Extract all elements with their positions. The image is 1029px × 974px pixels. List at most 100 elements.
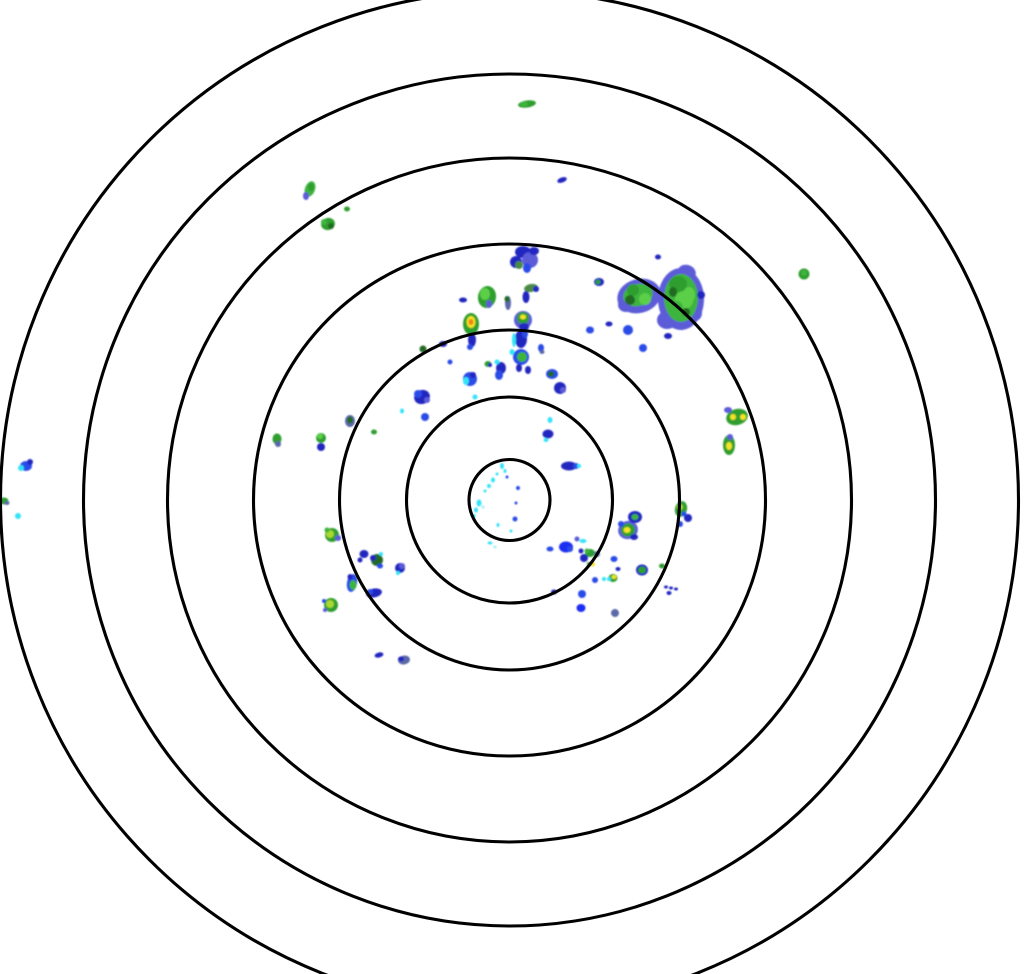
- radar-echo: [504, 296, 510, 302]
- radar-echo: [664, 585, 668, 589]
- radar-echo: [18, 465, 24, 471]
- radar-echo: [730, 414, 736, 420]
- radar-echo: [468, 333, 476, 347]
- radar-echo: [396, 571, 400, 575]
- radar-echo: [576, 604, 586, 612]
- radar-echo: [517, 352, 527, 362]
- radar-echo: [476, 499, 482, 507]
- radar-echo: [618, 521, 624, 527]
- radar-echo: [275, 441, 281, 447]
- radar-echo: [726, 408, 748, 426]
- radar-echo: [539, 350, 545, 354]
- radar-echo: [625, 295, 635, 305]
- radar-echo: [740, 414, 746, 420]
- radar-echo: [605, 321, 613, 327]
- radar-echo: [697, 291, 705, 299]
- radar-echo: [505, 475, 509, 479]
- radar-echo: [557, 177, 567, 183]
- radar-echo: [726, 442, 732, 450]
- radar-echo: [514, 501, 518, 505]
- radar-echo: [322, 599, 326, 603]
- radar-echo: [602, 577, 606, 581]
- radar-echo: [468, 319, 474, 325]
- radar-echo: [328, 223, 334, 229]
- radar-echo: [447, 359, 453, 365]
- radar-echo: [520, 101, 528, 107]
- radar-echo: [347, 574, 353, 580]
- radar-echo: [623, 527, 631, 533]
- range-ring: [467, 457, 552, 543]
- radar-echo: [459, 297, 467, 303]
- radar-echo: [399, 563, 405, 569]
- radar-echo: [494, 359, 500, 365]
- radar-echo: [584, 548, 590, 554]
- radar-echo: [546, 546, 554, 552]
- radar-echo: [543, 438, 549, 442]
- radar-echo: [344, 206, 350, 212]
- radar-echo: [664, 333, 672, 339]
- radar-echo: [317, 433, 323, 439]
- range-ring: [165, 156, 854, 844]
- radar-echo: [4, 501, 10, 505]
- radar-echo: [347, 416, 353, 424]
- radar-echo: [638, 566, 646, 574]
- radar-echo: [321, 219, 327, 225]
- radar-echo: [655, 254, 661, 260]
- radar-echo: [801, 270, 807, 276]
- range-ring: [251, 242, 768, 758]
- radar-echo: [414, 390, 422, 398]
- radar-echo: [611, 575, 617, 579]
- radar-echo: [669, 586, 673, 590]
- radar-echo: [491, 477, 495, 483]
- radar-echo: [516, 486, 520, 490]
- radar-echo: [580, 554, 588, 562]
- radar-echo: [379, 552, 383, 556]
- radar-echo: [424, 397, 430, 403]
- radar-echo: [303, 192, 309, 200]
- radar-echo: [727, 434, 733, 440]
- radar-echo: [487, 484, 491, 488]
- range-ring: [404, 395, 615, 605]
- radar-echo: [500, 463, 504, 469]
- radar-echo: [308, 183, 314, 191]
- radar-echo: [610, 556, 618, 562]
- radar-echo: [607, 577, 611, 581]
- radar-echo: [512, 516, 518, 522]
- radar-echo: [592, 577, 598, 583]
- radar-echoes: [0, 100, 810, 665]
- radar-echo: [520, 314, 526, 320]
- radar-echo: [578, 548, 584, 554]
- radar-echo: [324, 527, 330, 533]
- range-ring: [337, 328, 682, 672]
- radar-echo: [317, 443, 325, 451]
- radar-echo: [488, 363, 492, 367]
- radar-echo: [615, 567, 621, 571]
- radar-echo: [487, 541, 493, 545]
- radar-echo: [561, 461, 577, 471]
- radar-echo: [496, 523, 500, 527]
- radar-echo: [674, 587, 678, 591]
- radar-echo: [512, 333, 516, 347]
- radar-echo: [639, 344, 647, 352]
- radar-echo: [630, 534, 638, 540]
- radar-echo: [529, 247, 539, 255]
- radar-echo: [414, 389, 430, 405]
- radar-echo: [370, 555, 376, 561]
- radar-echo: [419, 345, 427, 353]
- radar-echo: [398, 656, 404, 662]
- radar-echo: [666, 591, 672, 595]
- radar-echo: [623, 325, 633, 335]
- radar-echo: [639, 293, 651, 305]
- radar-echo: [523, 263, 531, 273]
- radar-echo: [480, 288, 490, 300]
- radar-echo: [474, 507, 478, 513]
- radar-echo: [579, 539, 587, 543]
- radar-echo: [15, 513, 21, 519]
- radar-echo: [631, 514, 639, 520]
- radar-echo: [684, 514, 692, 522]
- radar-echo: [463, 377, 469, 385]
- radar-echo: [493, 545, 497, 549]
- radar-echo: [481, 505, 485, 509]
